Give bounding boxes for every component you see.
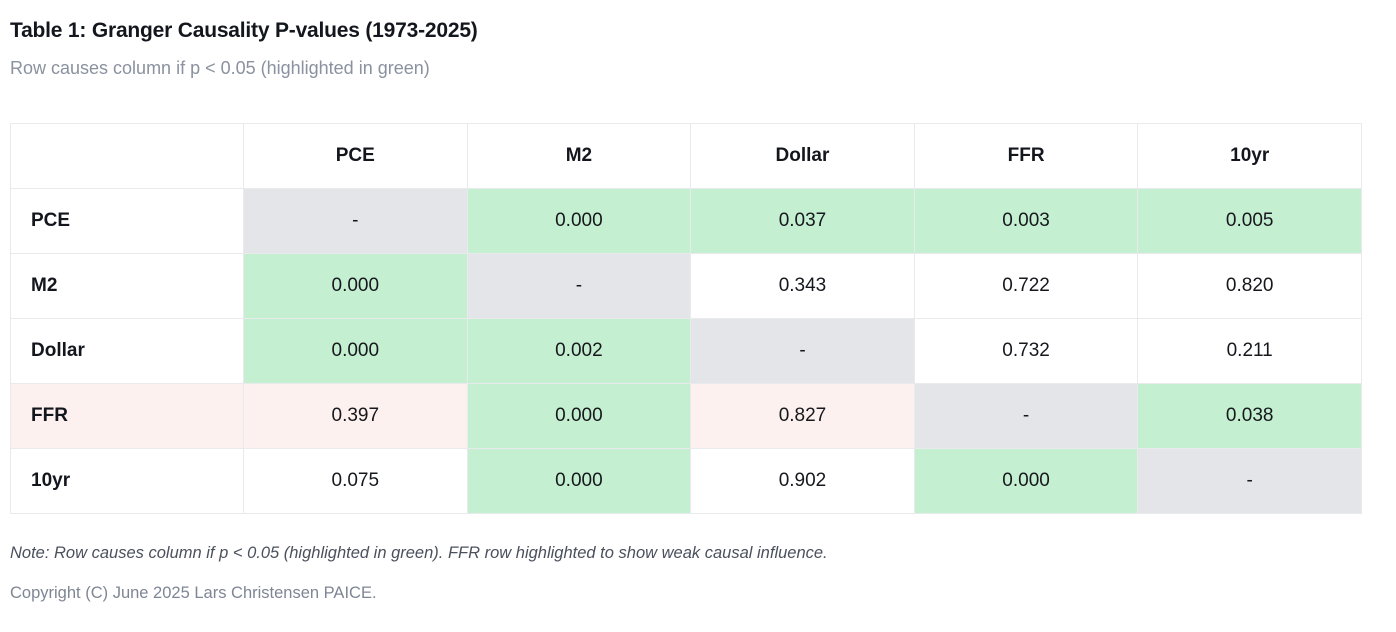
pvalue-cell: 0.075 <box>243 448 468 515</box>
header-row: PCE M2 Dollar FFR 10yr <box>10 123 1362 190</box>
pvalue-cell: 0.000 <box>466 188 692 255</box>
pvalue-cell: 0.002 <box>466 318 692 385</box>
pvalue-cell: 0.000 <box>466 448 692 515</box>
page-subtitle: Row causes column if p < 0.05 (highlight… <box>10 58 430 79</box>
page-title: Table 1: Granger Causality P-values (197… <box>10 19 478 42</box>
table-row: 10yr 0.075 0.000 0.902 0.000- <box>10 448 1362 515</box>
pvalue-cell: - <box>243 188 468 255</box>
pvalue-cell: 0.003 <box>913 188 1139 255</box>
table-row: PCE -0.000 0.037 0.003 0.005 <box>10 188 1362 255</box>
pvalue-cell: 0.902 <box>690 448 915 515</box>
table-row: M2 0.000-0.343 0.722 0.820 <box>10 253 1362 320</box>
pvalue-cell: - <box>466 253 692 320</box>
pvalue-cell: 0.000 <box>243 318 468 385</box>
copyright-line: Copyright (C) June 2025 Lars Christensen… <box>10 584 377 603</box>
col-header-dollar: Dollar <box>690 123 915 190</box>
pvalue-cell: 0.037 <box>690 188 915 255</box>
col-header-10yr: 10yr <box>1137 123 1362 190</box>
pvalue-cell: 0.343 <box>690 253 915 320</box>
col-header-m2: M2 <box>466 123 692 190</box>
footnote: Note: Row causes column if p < 0.05 (hig… <box>10 544 828 563</box>
pvalue-cell: 0.005 <box>1137 188 1362 255</box>
pvalue-cell: 0.211 <box>1137 318 1362 385</box>
pvalue-cell: 0.820 <box>1137 253 1362 320</box>
row-header-10yr: 10yr <box>10 448 244 515</box>
table-header: PCE M2 Dollar FFR 10yr <box>10 123 1362 190</box>
pvalue-cell: 0.038 <box>1137 383 1362 450</box>
row-header-dollar: Dollar <box>10 318 244 385</box>
pvalue-cell: 0.000 <box>243 253 468 320</box>
granger-pvalue-table: PCE M2 Dollar FFR 10yr PCE -0.000 0.037 0.0… <box>10 123 1362 515</box>
col-header-pce: PCE <box>243 123 468 190</box>
pvalue-cell: - <box>1137 448 1362 515</box>
row-header-m2: M2 <box>10 253 244 320</box>
pvalue-cell: 0.722 <box>913 253 1139 320</box>
pvalue-cell: 0.000 <box>913 448 1139 515</box>
pvalue-cell: 0.397 <box>243 383 468 450</box>
pvalue-cell: 0.827 <box>690 383 915 450</box>
corner-cell <box>10 123 244 190</box>
pvalue-cell: - <box>913 383 1139 450</box>
row-header-pce: PCE <box>10 188 244 255</box>
table-row: Dollar 0.000 0.002-0.732 0.211 <box>10 318 1362 385</box>
row-header-ffr: FFR <box>10 383 244 450</box>
col-header-ffr: FFR <box>913 123 1139 190</box>
table-row: FFR 0.397 0.000 0.827-0.038 <box>10 383 1362 450</box>
pvalue-cell: 0.732 <box>913 318 1139 385</box>
pvalue-cell: 0.000 <box>466 383 692 450</box>
pvalue-cell: - <box>690 318 915 385</box>
matrix-body: PCE -0.000 0.037 0.003 0.005 M2 0.000-0.343 0.7… <box>10 188 1362 515</box>
